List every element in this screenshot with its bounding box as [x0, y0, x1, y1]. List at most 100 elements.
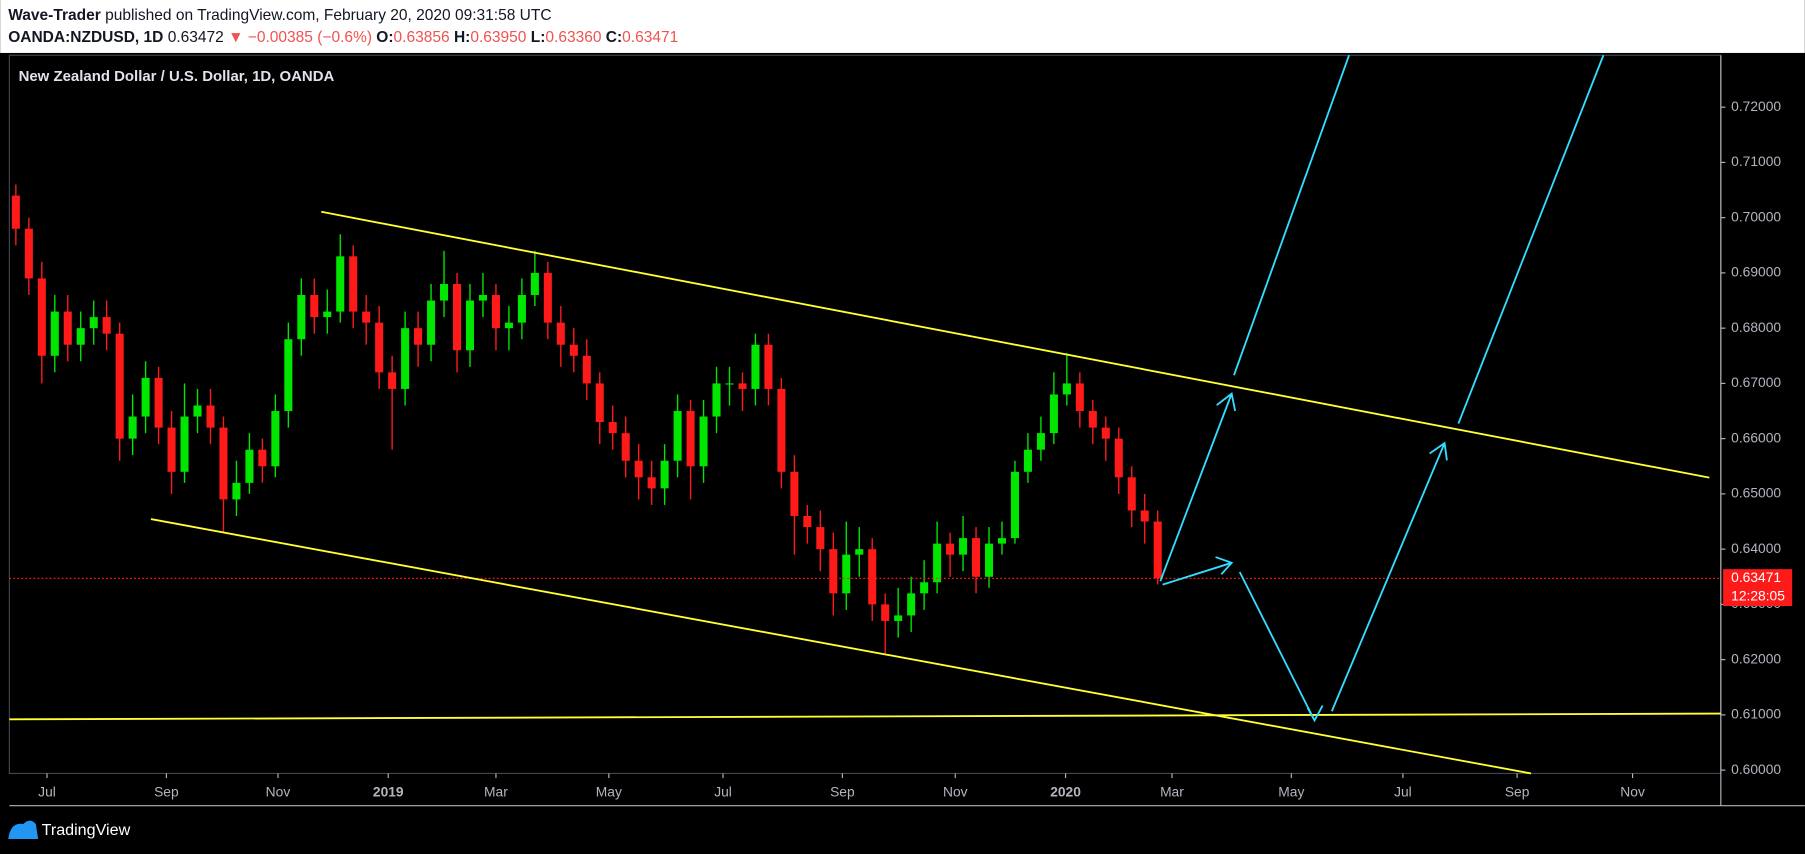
candle-body — [1153, 521, 1162, 579]
candle-body — [193, 405, 202, 417]
candle-body — [24, 228, 33, 279]
candle-body — [803, 515, 812, 528]
lower-trendline — [150, 518, 1532, 775]
projection-line — [1457, 54, 1605, 424]
candle-body — [375, 322, 384, 373]
candle-body — [245, 449, 254, 483]
candle-body — [491, 295, 500, 329]
candle-body — [1075, 383, 1084, 412]
o-label: O: — [376, 29, 393, 46]
candle-body — [504, 322, 513, 329]
candle-body — [349, 256, 358, 312]
y-tick-label: 0.66000 — [1731, 429, 1781, 445]
support-line — [9, 712, 1721, 721]
candle-body — [440, 283, 449, 301]
c-label: C: — [606, 29, 622, 46]
candle-body — [11, 195, 20, 229]
x-tick-label: Mar — [1160, 784, 1184, 800]
x-tick-label: May — [596, 784, 622, 800]
last-price-label: 0.63471 — [1731, 569, 1781, 585]
candle-body — [868, 549, 877, 605]
header-bg — [0, 0, 1805, 53]
candle-body — [388, 372, 397, 389]
y-tick-label: 0.69000 — [1731, 264, 1781, 280]
candle-body — [1088, 411, 1097, 428]
x-tick-label: Nov — [943, 784, 968, 800]
candle-body — [1062, 383, 1071, 395]
candle-body — [777, 388, 786, 472]
candle-body — [764, 344, 773, 389]
candle-body — [816, 527, 825, 550]
candle-body — [89, 317, 98, 329]
legend-title: New Zealand Dollar / U.S. Dollar, 1D, OA… — [19, 68, 335, 85]
candle-body — [517, 295, 526, 323]
symbol-line: OANDA:NZDUSD, 1D 0.63472 ▼ −0.00385 (−0.… — [8, 29, 678, 46]
candle-body — [1049, 394, 1058, 434]
candle-body — [842, 554, 851, 594]
candle-body — [984, 543, 994, 577]
marks — [9, 184, 1721, 655]
x-tick-label: Nov — [1620, 784, 1645, 800]
candle-body — [1023, 449, 1032, 472]
arrow — [1159, 391, 1237, 582]
candle-body — [401, 328, 410, 389]
publish-line: Wave-Trader published on TradingView.com… — [8, 7, 551, 24]
candle-body — [180, 416, 189, 472]
last: 0.63472 — [168, 29, 224, 46]
candle-body — [855, 549, 864, 555]
candle-body — [790, 471, 799, 516]
candle-body — [206, 405, 215, 428]
candle-body — [660, 460, 669, 489]
l-label: L: — [531, 29, 546, 46]
author[interactable]: Wave-Trader — [8, 7, 101, 24]
candle-body — [712, 383, 721, 417]
y-tick-label: 0.64000 — [1731, 540, 1781, 556]
y-tick-label: 0.62000 — [1731, 650, 1781, 666]
candle-body — [920, 582, 929, 594]
candle-body — [362, 311, 371, 323]
candle-body — [310, 295, 319, 318]
candle-body — [530, 272, 539, 296]
brand[interactable]: TradingView — [42, 821, 131, 839]
candle-body — [1036, 433, 1045, 450]
upper-trendline — [321, 210, 1710, 479]
high: 0.63950 — [470, 29, 526, 46]
candle-body — [582, 355, 591, 384]
candle-body — [427, 300, 436, 345]
y-tick-label: 0.71000 — [1731, 153, 1781, 169]
drawings — [9, 54, 1721, 775]
candle-body — [37, 278, 46, 356]
candle-body — [959, 538, 968, 555]
arrow — [1162, 556, 1234, 586]
x-tick-label: 2019 — [373, 784, 404, 800]
arrow: ▼ — [228, 29, 243, 46]
candle-body — [478, 295, 487, 301]
candle-body — [154, 377, 163, 428]
candle-body — [725, 383, 734, 385]
x-tick-label: May — [1278, 784, 1304, 800]
plot-frame — [8, 54, 1722, 775]
projection-line — [1233, 54, 1350, 376]
open: 0.63856 — [394, 29, 450, 46]
x-tick-label: 2020 — [1050, 784, 1081, 800]
candle-body — [933, 543, 942, 583]
candle-body — [634, 460, 643, 478]
x-tick-label: Sep — [1505, 784, 1530, 800]
candle-body — [452, 283, 462, 351]
candle-body — [881, 604, 890, 621]
candle-body — [258, 449, 267, 467]
x-tick-label: Nov — [266, 784, 291, 800]
candle-body — [336, 256, 345, 312]
candle-body — [894, 615, 903, 621]
published: published on TradingView.com, February 2… — [105, 7, 551, 24]
y-tick-label: 0.72000 — [1731, 98, 1781, 114]
candle-body — [102, 317, 111, 334]
candle-body — [1140, 510, 1149, 522]
candle-body — [829, 549, 838, 594]
candle-body — [543, 272, 552, 323]
candle-body — [76, 328, 85, 345]
x-tick-label: Jul — [38, 784, 56, 800]
candle-body — [1101, 427, 1110, 439]
candle-body — [738, 383, 747, 389]
